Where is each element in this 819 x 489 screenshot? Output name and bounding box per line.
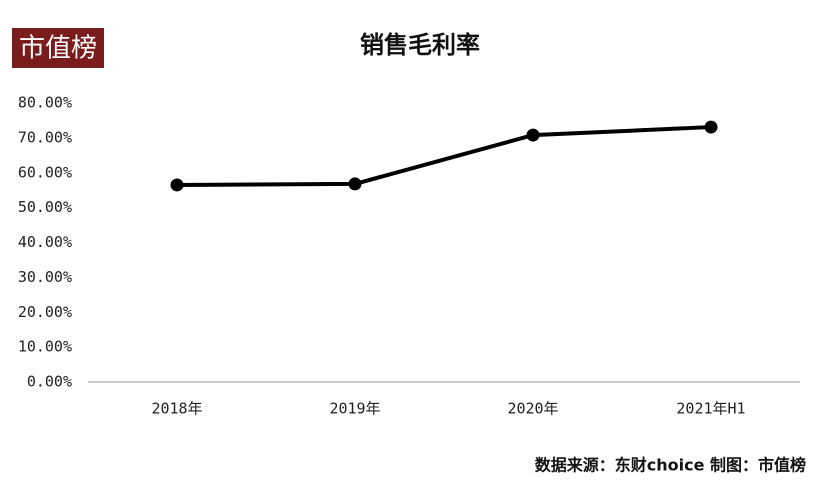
- y-tick-label: 80.00%: [18, 94, 72, 112]
- marker: [526, 128, 540, 142]
- logo: 市值榜: [19, 34, 97, 64]
- y-tick-label: 0.00%: [27, 373, 72, 391]
- marker: [348, 177, 362, 191]
- logo-box: [12, 28, 104, 68]
- marker: [170, 178, 184, 192]
- chart-title: 销售毛利率: [360, 31, 480, 59]
- y-tick-label: 50.00%: [18, 198, 72, 216]
- x-tick-label: 2019年: [329, 400, 380, 418]
- x-tick-label: 2020年: [507, 400, 558, 418]
- y-tick-label: 10.00%: [18, 338, 72, 356]
- y-tick-label: 40.00%: [18, 233, 72, 251]
- marker: [704, 120, 718, 134]
- x-tick-label: 2018年: [151, 400, 202, 418]
- y-tick-label: 30.00%: [18, 268, 72, 286]
- y-tick-label: 60.00%: [18, 163, 72, 181]
- y-tick-label: 20.00%: [18, 303, 72, 321]
- line: [176, 125, 712, 187]
- y-tick-label: 70.00%: [18, 128, 72, 146]
- source: 数据来源：东财choice 制图：市值榜: [535, 456, 806, 475]
- x-tick-label: 2021年H1: [676, 400, 745, 418]
